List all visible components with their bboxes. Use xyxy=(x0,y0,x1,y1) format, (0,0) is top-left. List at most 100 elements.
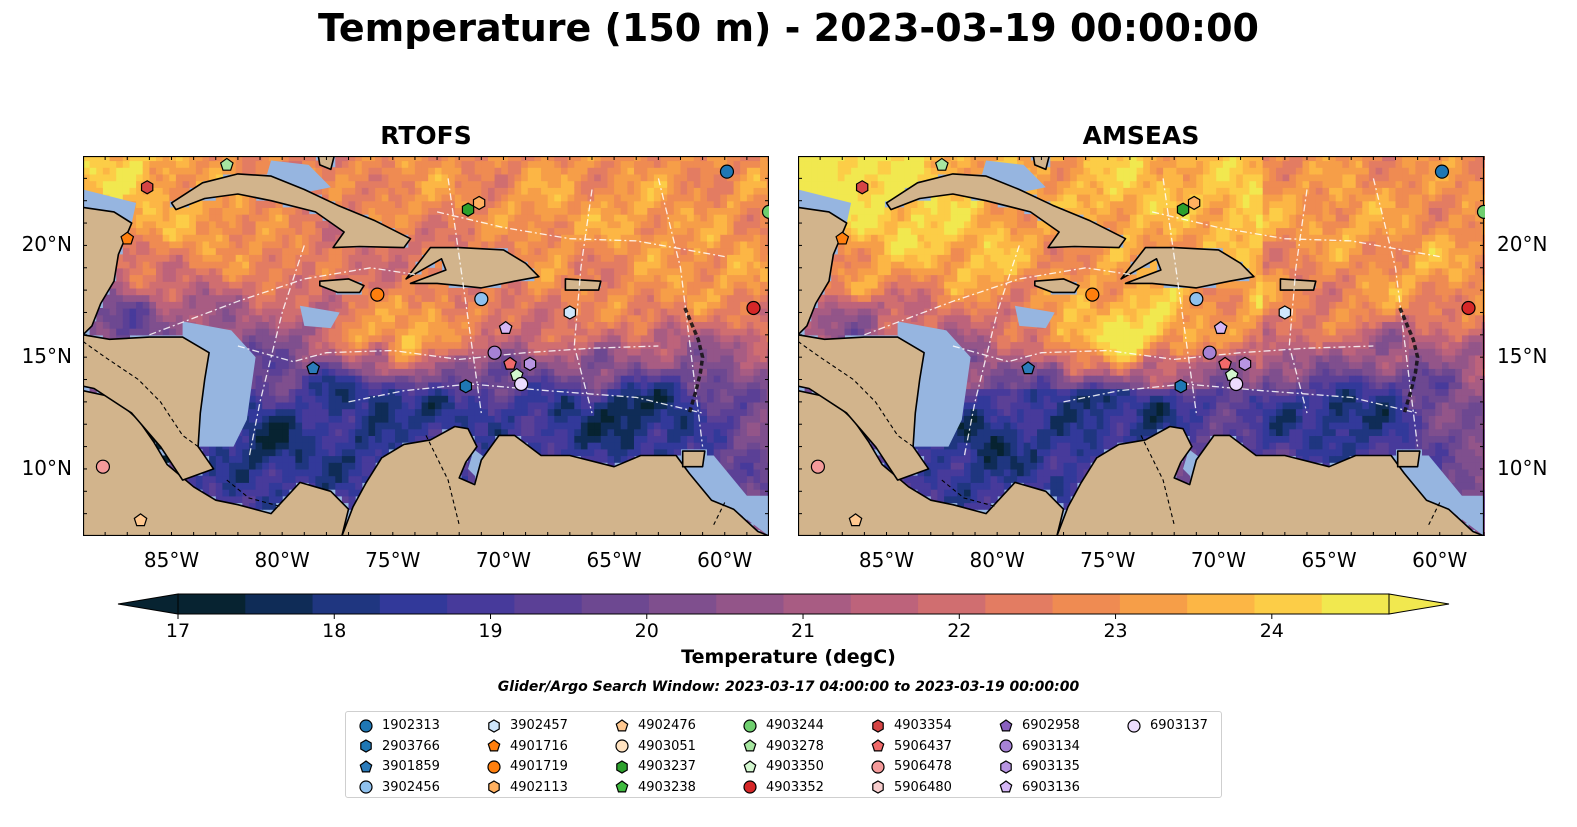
legend-label: 3902457 xyxy=(510,718,568,733)
legend-label: 6903135 xyxy=(1022,759,1080,774)
legend-item-6903134: 6903134 xyxy=(998,737,1080,756)
legend-item-4903278: 4903278 xyxy=(742,737,824,756)
colorbar-segment xyxy=(985,594,1054,614)
colorbar-tick-label: 19 xyxy=(478,620,502,642)
marker-3902457 xyxy=(563,305,577,320)
legend-item-4901716: 4901716 xyxy=(486,737,568,756)
marker-4901716 xyxy=(120,231,135,245)
hexagon-marker-icon xyxy=(616,759,628,774)
legend-item-4903244: 4903244 xyxy=(742,716,824,735)
legend-item-4903354: 4903354 xyxy=(870,716,952,735)
marker-6903137 xyxy=(514,376,529,392)
marker-4901716 xyxy=(835,231,850,245)
colorbar-tick-label: 24 xyxy=(1260,620,1284,642)
marker-6903137 xyxy=(1229,376,1244,392)
legend-label: 4903278 xyxy=(766,738,824,754)
marker-4901719 xyxy=(370,287,385,302)
marker-2903766 xyxy=(459,379,473,394)
land-hispaniola xyxy=(1120,246,1255,289)
map-frame xyxy=(798,156,1485,536)
colorbar-extend-min xyxy=(117,593,179,615)
marker-4903278 xyxy=(219,157,234,171)
legend-item-4902113: 4902113 xyxy=(486,778,568,797)
main-title: Temperature (150 m) - 2023-03-19 00:00:0… xyxy=(317,6,1259,50)
colorbar-tick-label: 17 xyxy=(166,620,190,642)
circle-marker-icon xyxy=(487,759,501,774)
marker-4901719 xyxy=(1085,287,1100,302)
legend-item-6902958: 6902958 xyxy=(998,716,1080,735)
legend-label: 6903134 xyxy=(1022,738,1080,754)
hexagon-marker-icon xyxy=(872,780,884,794)
marker-6903135 xyxy=(1238,356,1252,372)
marker-3901859 xyxy=(306,361,321,375)
land-cuba xyxy=(885,173,1127,249)
lon-tick-label: 65°W xyxy=(1301,548,1357,572)
marker-5906437 xyxy=(503,356,517,370)
panel-title-rtofs: RTOFS xyxy=(380,121,472,150)
land-yucatan xyxy=(798,206,848,336)
land-cuba xyxy=(170,173,412,249)
colorbar-segment xyxy=(1119,594,1188,614)
lon-tick-label: 70°W xyxy=(475,548,532,572)
marker-2903766 xyxy=(1174,379,1188,394)
lon-tick-label: 70°W xyxy=(1190,548,1247,572)
hexagon-marker-icon xyxy=(360,739,372,753)
hexagon-marker-icon xyxy=(488,780,500,794)
pentagon-marker-icon xyxy=(359,759,373,772)
land-andros xyxy=(1032,156,1050,171)
circle-marker-icon xyxy=(743,718,757,733)
marker-1902313 xyxy=(719,164,735,179)
land-south-america xyxy=(341,425,769,536)
colorbar-extend-max xyxy=(1388,593,1450,615)
legend-label: 6902958 xyxy=(1022,718,1080,733)
legend-item-4901719: 4901719 xyxy=(486,757,568,776)
marker-3902456 xyxy=(1189,291,1204,307)
land-jamaica xyxy=(1034,278,1080,294)
lon-tick-label: 75°W xyxy=(1080,548,1136,572)
pentagon-marker-icon xyxy=(743,759,757,772)
lon-tick-label: 85°W xyxy=(858,548,915,572)
rtofs-map xyxy=(83,156,769,536)
search-window-text: Glider/Argo Search Window: 2023-03-17 04… xyxy=(497,679,1080,695)
pentagon-marker-icon xyxy=(871,739,885,752)
legend-label: 4903352 xyxy=(766,779,824,795)
circle-marker-icon xyxy=(615,739,629,753)
circle-marker-icon xyxy=(743,780,757,794)
colorbar-tick-label: 21 xyxy=(791,620,815,642)
marker-6903134 xyxy=(1202,345,1217,360)
legend-label: 3902456 xyxy=(382,779,440,795)
marker-4903278 xyxy=(934,157,949,171)
lat-tick-label: 15°N xyxy=(1497,344,1548,369)
colorbar-segment xyxy=(581,594,650,614)
marker-4902476 xyxy=(133,513,148,527)
marker-1902313 xyxy=(1434,164,1450,179)
land-jamaica xyxy=(319,278,365,294)
marker-3902456 xyxy=(474,291,489,307)
hexagon-marker-icon xyxy=(488,718,500,733)
legend-item-6903135: 6903135 xyxy=(998,757,1080,776)
lon-tick-label: 85°W xyxy=(143,548,200,572)
land-hispaniola xyxy=(405,246,540,289)
land-honduras-nicaragua xyxy=(83,334,215,481)
legend-item-2903766: 2903766 xyxy=(358,737,440,756)
colorbar-segment xyxy=(1052,594,1121,614)
legend-label: 4901719 xyxy=(510,759,568,774)
marker-4903237 xyxy=(461,202,475,217)
pentagon-marker-icon xyxy=(999,718,1013,731)
legend-item-4903237: 4903237 xyxy=(614,757,696,776)
panel-title-amseas: AMSEAS xyxy=(1082,121,1200,150)
map-frame xyxy=(83,156,769,536)
lat-tick-label: 10°N xyxy=(1497,455,1548,480)
legend-item-3902457: 3902457 xyxy=(486,716,568,735)
float-legend: 1902313 2903766 3901859 3902456 3902457 49017… xyxy=(345,711,1222,798)
land-puerto-rico xyxy=(1279,278,1317,291)
lat-tick-label: 15°N xyxy=(21,344,72,369)
legend-label: 5906480 xyxy=(894,779,952,795)
marker-3902457 xyxy=(1278,305,1292,320)
legend-label: 6903137 xyxy=(1150,718,1208,733)
colorbar-segment xyxy=(178,594,246,614)
pentagon-marker-icon xyxy=(743,739,757,752)
lon-tick-label: 80°W xyxy=(969,548,1025,572)
legend-item-4903238: 4903238 xyxy=(614,778,696,797)
colorbar-segment xyxy=(783,594,852,614)
